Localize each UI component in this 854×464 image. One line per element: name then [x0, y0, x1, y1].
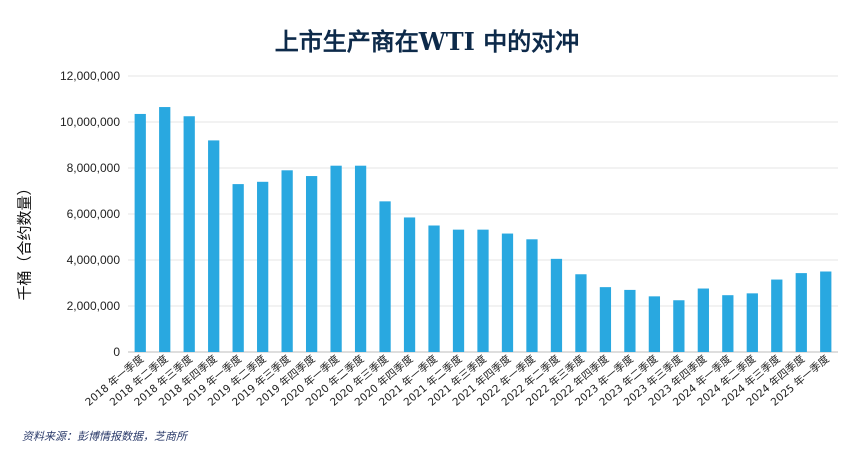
bar [820, 271, 832, 352]
bar [477, 229, 489, 352]
bar [428, 225, 440, 352]
bar [354, 165, 367, 352]
bar [648, 296, 661, 352]
bar [330, 165, 342, 352]
bar [550, 258, 563, 352]
bar [257, 181, 269, 352]
bar [624, 289, 636, 352]
y-tick-label: 6,000,000 [67, 207, 121, 221]
bar [134, 113, 146, 352]
y-tick-label: 0 [113, 345, 120, 359]
bar [305, 176, 318, 352]
bar [379, 201, 391, 352]
bar [501, 233, 514, 352]
bar [452, 229, 465, 352]
bar [183, 116, 195, 352]
bar [403, 217, 416, 352]
bar [746, 293, 758, 352]
bar [208, 140, 220, 352]
bar [673, 300, 685, 352]
y-tick-label: 10,000,000 [60, 115, 120, 129]
bar [795, 273, 807, 352]
y-tick-label: 2,000,000 [67, 299, 121, 313]
bar [281, 170, 293, 352]
y-tick-label: 4,000,000 [67, 253, 121, 267]
y-tick-label: 12,000,000 [60, 69, 120, 83]
bar [599, 287, 612, 352]
bar [575, 274, 587, 352]
bar [159, 107, 171, 352]
bar [526, 239, 538, 352]
bar [771, 279, 783, 352]
y-tick-label: 8,000,000 [67, 161, 121, 175]
source-note: 资料来源：彭博情报数据，芝商所 [22, 430, 187, 443]
chart-title: 上市生产商在WTI 中的对冲 [274, 27, 580, 56]
bar [697, 288, 709, 352]
bar [722, 295, 734, 352]
bar [232, 184, 244, 352]
